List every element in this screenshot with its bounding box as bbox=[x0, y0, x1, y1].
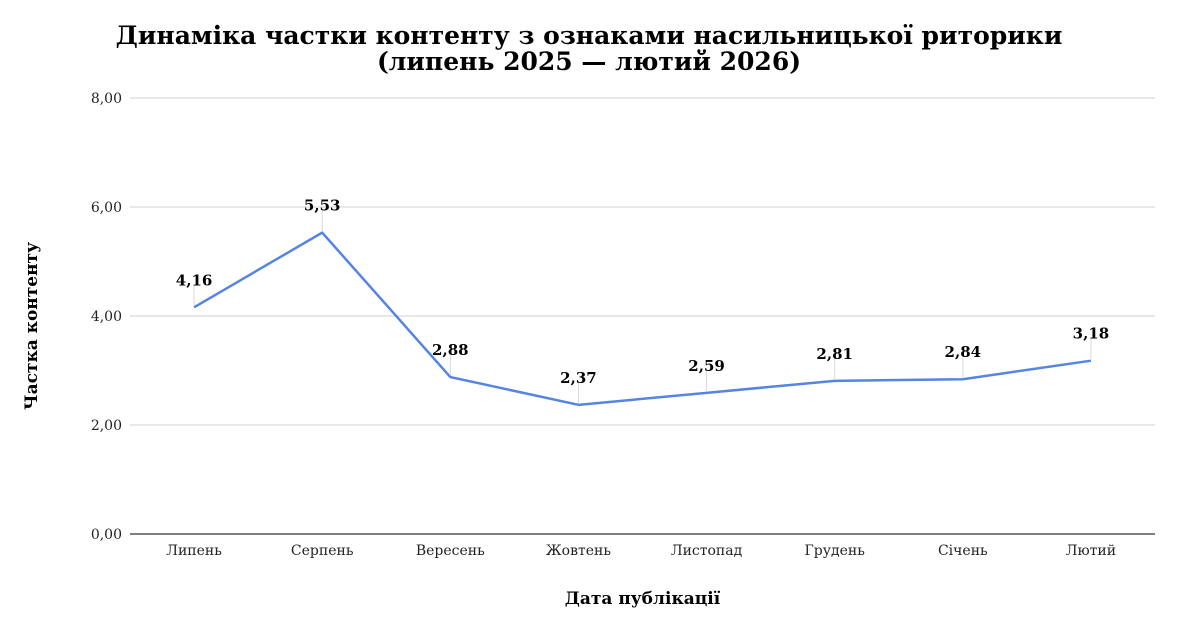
chart-title: Динаміка частки контенту з ознаками наси… bbox=[115, 21, 1063, 50]
x-tick-label: Липень bbox=[166, 543, 222, 559]
x-axis-title: Дата публікації bbox=[565, 589, 721, 609]
y-tick-label: 4,00 bbox=[91, 309, 122, 325]
y-tick-label: 2,00 bbox=[91, 418, 122, 434]
x-tick-label: Січень bbox=[938, 543, 988, 559]
data-label: 2,84 bbox=[945, 343, 982, 361]
y-tick-label: 6,00 bbox=[91, 200, 122, 216]
x-tick-label: Грудень bbox=[805, 543, 866, 559]
data-label: 2,88 bbox=[432, 341, 469, 359]
data-label: 5,53 bbox=[304, 197, 341, 215]
x-tick-label: Серпень bbox=[291, 543, 354, 559]
x-tick-label: Вересень bbox=[416, 543, 485, 559]
data-label: 3,18 bbox=[1073, 325, 1110, 343]
data-label: 4,16 bbox=[176, 271, 213, 289]
y-tick-label: 0,00 bbox=[91, 527, 122, 543]
x-tick-label: Листопад bbox=[671, 543, 743, 559]
data-label: 2,59 bbox=[688, 357, 725, 375]
x-tick-label: Лютий bbox=[1066, 543, 1116, 559]
chart-subtitle: (липень 2025 — лютий 2026) bbox=[376, 47, 802, 76]
y-tick-label: 8,00 bbox=[91, 91, 122, 107]
series-line bbox=[193, 231, 1092, 407]
y-axis-title: Частка контенту bbox=[22, 242, 42, 410]
x-tick-label: Жовтень bbox=[546, 543, 611, 559]
data-label: 2,37 bbox=[560, 369, 597, 387]
data-label: 2,81 bbox=[816, 345, 853, 363]
